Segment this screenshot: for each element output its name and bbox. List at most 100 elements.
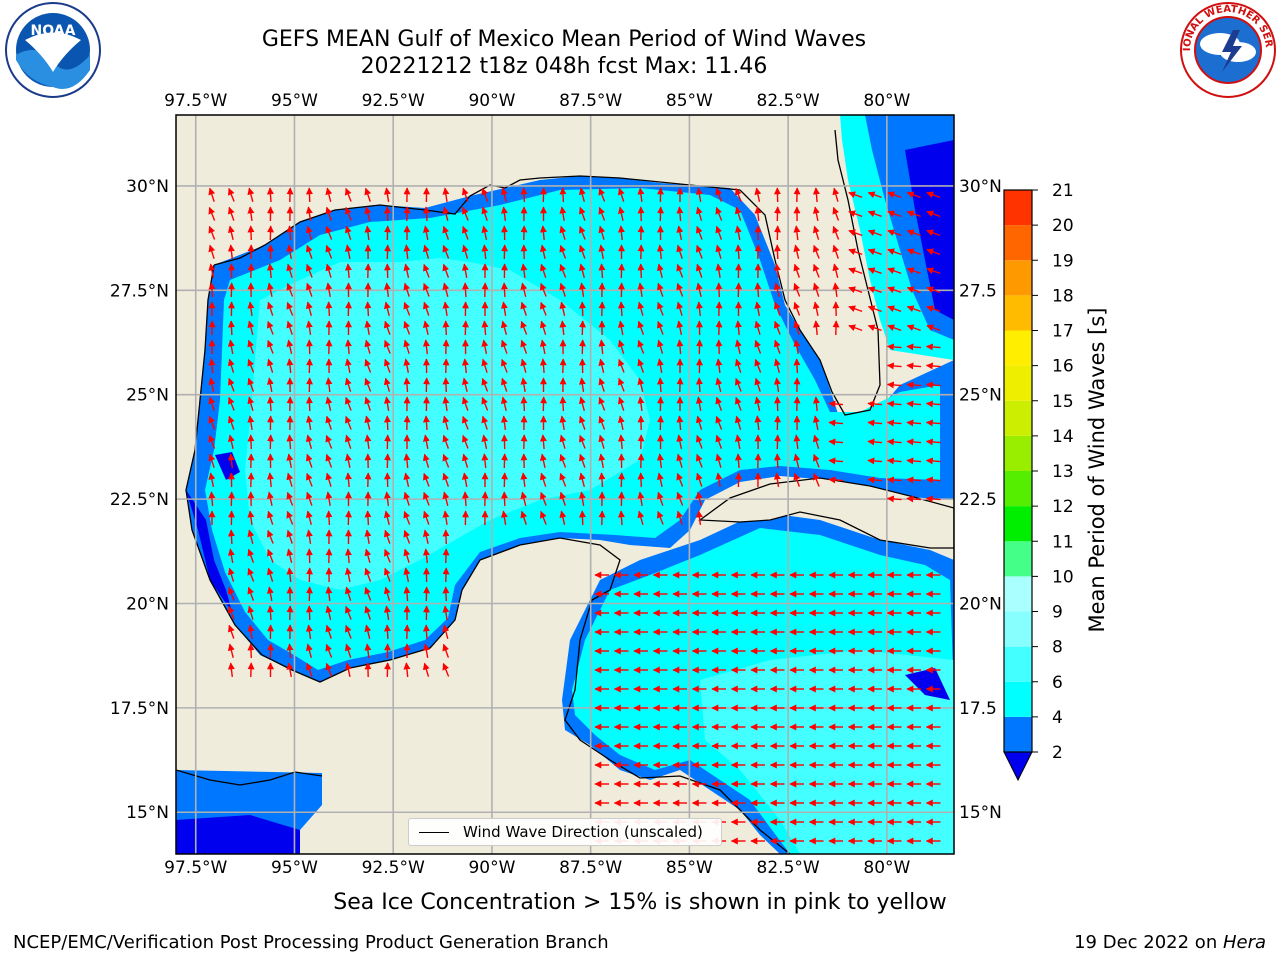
wave-arrow-487 [344,434,352,449]
wave-arrow-397 [695,377,703,393]
wave-arrow-631 [422,510,430,525]
wave-arrow-59 [617,206,625,221]
wave-arrow-313 [383,339,391,354]
wave-arrow-481 [227,434,235,449]
wave-arrow-184 [832,263,840,278]
lat-tick-right-2: 25°N [959,386,1002,406]
wave-arrow-546 [773,453,781,469]
wave-arrow-225 [887,286,902,294]
wave-arrow-354 [520,358,528,373]
wave-arrow-106 [793,225,801,241]
wave-arrow-75 [926,210,941,218]
wave-arrow-635 [500,510,508,526]
lat-tick-right-4: 20°N [959,594,1002,614]
wave-arrow-441 [906,400,922,408]
colorbar-tick-15: 20 [1052,216,1074,236]
colorbar-tick-9: 14 [1052,427,1074,447]
lat-tick-left-6: 15°N [126,803,169,823]
wave-arrow-622 [247,510,255,526]
wave-arrow-595 [286,491,294,506]
wave-arrow-517 [208,453,216,468]
wave-arrow-764 [305,624,313,640]
wave-arrow-22 [637,187,645,202]
wave-arrow-607 [520,491,528,506]
wave-arrow-476 [867,419,883,427]
wave-arrow-94 [559,225,567,240]
lon-tick-bottom-0: 97.5°W [164,858,227,878]
wave-arrow-492 [442,434,450,449]
wave-arrow-36 [906,191,921,199]
wave-arrow-216 [715,282,723,298]
lat-tick-left-5: 17.5°N [110,699,169,719]
wave-arrow-189 [926,267,941,275]
wave-arrow-825 [325,662,333,677]
wave-arrow-187 [887,267,902,275]
wave-arrow-800 [422,643,430,659]
wave-arrow-6 [325,187,333,202]
wave-arrow-574 [598,472,606,488]
wave-arrow-672 [266,567,274,582]
wave-arrow-735 [325,605,333,620]
wave-arrow-236 [364,301,372,317]
wave-arrow-523 [325,453,333,468]
map-subtitle-forecast: 20221212 t18z 048h fcst Max: 11.46 [360,54,768,79]
map-frame [175,114,955,855]
wave-arrow-162 [403,263,411,278]
wave-arrow-370 [906,362,922,370]
wave-arrow-606 [500,491,508,507]
wave-arrow-200 [403,282,411,297]
wave-arrow-203 [461,282,469,298]
lon-tick-bottom-7: 80°W [863,858,910,878]
wave-arrow-646 [227,529,235,545]
wave-arrow-368 [793,358,801,374]
wave-arrow-580 [715,472,723,488]
wave-arrow-208 [559,282,567,297]
lat-ticks-right: 30°N 27.5 25°N 22.5 20°N 17.5 15°N [959,177,1002,823]
wave-arrow-437 [812,396,820,412]
wave-arrow-283 [539,320,547,335]
wave-arrow-387 [500,377,508,392]
lat-tick-left-0: 30°N [126,177,169,197]
wave-arrow-374 [247,377,255,392]
wave-arrow-132 [559,244,567,259]
wave-arrow-214 [676,282,684,297]
wave-arrow-379 [344,377,352,392]
wave-arrow-43 [305,206,313,222]
wave-arrow-77 [227,225,235,240]
wave-arrow-709 [403,586,411,602]
wave-arrow-120 [325,244,333,259]
wave-arrow-125 [422,244,430,259]
wave-arrow-419 [461,396,469,411]
wave-arrow-39 [227,206,235,221]
wave-arrow-186 [867,267,882,275]
wave-arrow-590 [925,476,941,484]
wave-arrow-458 [500,415,508,430]
wave-arrow-46 [364,206,372,221]
colorbar-bin-13 [1004,260,1032,296]
wave-arrow-347 [383,358,391,373]
wave-arrow-639 [578,510,586,526]
wave-arrow-288 [637,320,645,335]
wave-arrow-38 [208,206,216,221]
wave-arrow-823 [286,662,294,678]
wave-arrow-732 [266,605,274,621]
wave-arrow-705 [325,586,333,602]
wave-arrow-175 [656,263,664,278]
wave-arrow-380 [364,377,372,392]
wave-arrow-551 [886,457,902,465]
wave-arrow-259 [812,301,820,316]
wave-arrow-76 [208,225,216,240]
colorbar-tick-7: 12 [1052,497,1074,517]
wave-arrow-438 [828,400,844,408]
wave-arrow-444 [227,415,235,430]
map-legend: Wind Wave Direction (unscaled) [408,818,722,846]
wave-arrow-654 [383,529,391,544]
wave-arrow-439 [867,400,883,408]
wave-arrow-71 [848,210,863,218]
wave-arrow-244 [520,301,528,316]
wave-arrow-145 [812,244,820,259]
wave-arrow-603 [442,491,450,506]
wave-arrow-52 [481,206,489,221]
wave-arrow-93 [539,225,547,241]
wave-arrow-202 [442,282,450,297]
